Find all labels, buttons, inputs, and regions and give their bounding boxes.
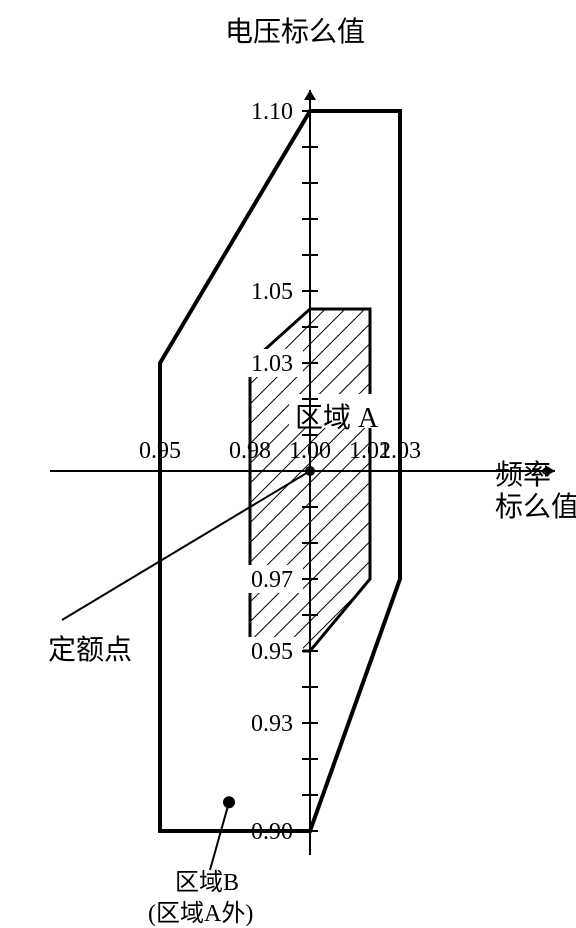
y-axis-arrow — [304, 90, 316, 100]
y-tick-label: 0.97 — [251, 567, 293, 593]
y-tick-label: 0.95 — [251, 639, 293, 665]
region-b-leader — [210, 802, 229, 870]
y-axis-title: 电压标么值 — [225, 10, 365, 50]
x-tick-label: 1.03 — [379, 438, 421, 464]
x-tick-label: 0.98 — [229, 438, 271, 464]
diagram-svg: 0.950.981.001.021.031.101.051.030.970.95… — [0, 0, 576, 911]
y-tick-label: 0.93 — [251, 711, 293, 737]
rated-point-label: 定额点 — [48, 628, 132, 668]
y-tick-label: 1.03 — [251, 351, 293, 377]
region-b-label-line1: 区域B — [175, 862, 239, 897]
y-tick-label: 1.10 — [251, 99, 293, 125]
y-tick-label: 0.90 — [251, 819, 293, 845]
diagram-stage: 0.950.981.001.021.031.101.051.030.970.95… — [0, 0, 576, 911]
region-a-label: 区域 A — [295, 396, 378, 436]
x-tick-label: 0.95 — [139, 438, 181, 464]
x-tick-label: 1.00 — [289, 438, 331, 464]
y-tick-label: 1.05 — [251, 279, 293, 305]
x-axis-title-line2: 标么值 — [495, 485, 576, 525]
